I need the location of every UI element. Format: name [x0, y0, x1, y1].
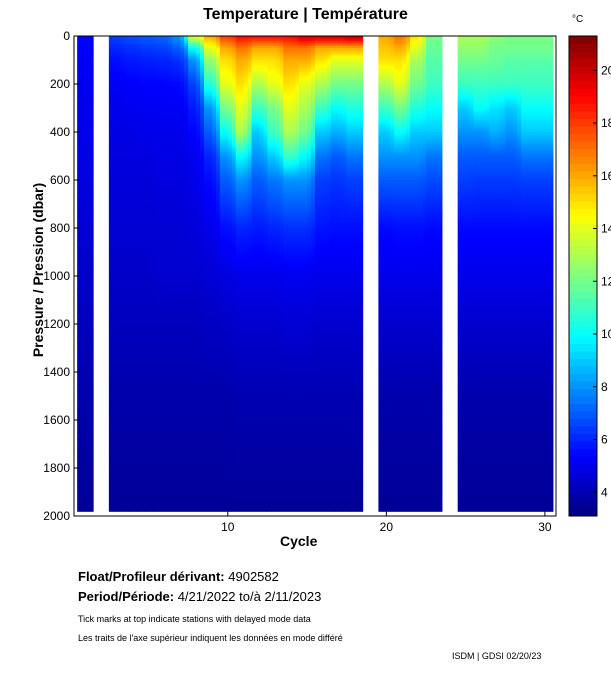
temperature-cell [145, 509, 150, 512]
temperature-cell [121, 509, 126, 512]
temperature-cell [152, 509, 157, 512]
temperature-cell [109, 509, 114, 512]
temperature-cell [180, 509, 185, 512]
temperature-cell [149, 509, 154, 512]
temperature-cell [77, 509, 82, 512]
temperature-cell [156, 509, 161, 512]
temperature-cell [89, 509, 94, 512]
temperature-cell [113, 509, 118, 512]
temperature-cell [85, 509, 90, 512]
temperature-cell [160, 509, 165, 512]
temperature-cell [168, 509, 173, 512]
temperature-cell [81, 509, 86, 512]
temperature-cell [164, 509, 169, 512]
temperature-cell [172, 509, 177, 512]
temperature-cell [137, 509, 142, 512]
temperature-cell [133, 509, 138, 512]
temperature-cell [176, 509, 181, 512]
temperature-cell [117, 509, 122, 512]
temperature-cell [125, 509, 130, 512]
temperature-cell [141, 509, 146, 512]
temperature-cell [184, 509, 189, 512]
temperature-cell [129, 509, 134, 512]
temperature-cell [188, 509, 193, 512]
